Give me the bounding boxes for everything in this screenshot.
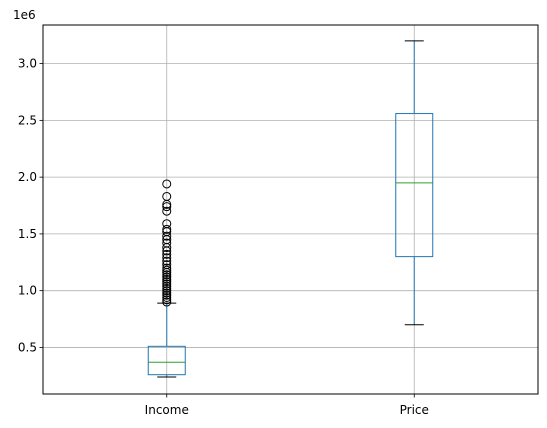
- outlier-point: [162, 224, 172, 234]
- outlier-point: [162, 292, 172, 302]
- box-iqr: [147, 345, 186, 376]
- box-layer: [147, 40, 434, 378]
- y-tick-label: 1.0: [18, 284, 37, 298]
- box-iqr: [395, 113, 434, 258]
- x-tick-label: Income: [145, 403, 189, 417]
- outlier-point: [162, 253, 172, 263]
- x-tick-label: Price: [400, 403, 429, 417]
- outlier-point: [162, 279, 172, 289]
- outlier-point: [162, 286, 172, 296]
- outlier-point: [162, 206, 172, 216]
- outlier-point: [162, 274, 172, 284]
- y-tick-label: 1.5: [18, 227, 37, 241]
- outlier-point: [162, 263, 172, 273]
- outlier-point: [162, 288, 172, 298]
- y-scale-label: 1e6: [13, 8, 36, 22]
- plot-frame: [42, 24, 539, 395]
- outlier-point: [162, 249, 172, 259]
- outlier-point: [162, 219, 172, 229]
- outlier-point: [162, 270, 172, 280]
- outlier-point: [162, 256, 172, 266]
- outlier-point: [162, 281, 172, 291]
- grid-layer: [43, 25, 538, 394]
- y-tick-label: 0.5: [18, 340, 37, 354]
- outlier-point: [162, 202, 172, 212]
- y-tick-label: 2.0: [18, 170, 37, 184]
- y-tick-label: 2.5: [18, 113, 37, 127]
- outlier-point: [162, 272, 172, 282]
- outlier-point: [162, 283, 172, 293]
- axis-layer: 0.5 1.0 1.5 2.0 2.5 3.0 Income Price: [18, 57, 429, 417]
- outlier-point: [162, 231, 172, 241]
- outlier-point: [162, 238, 172, 248]
- outlier-point: [162, 290, 172, 300]
- outlier-point: [162, 179, 172, 189]
- outlier-point: [162, 295, 172, 305]
- box-price: [395, 40, 434, 326]
- outlier-point: [162, 297, 172, 307]
- outlier-point: [162, 191, 172, 201]
- y-tick-label: 3.0: [18, 57, 37, 71]
- box-income: [147, 179, 186, 378]
- outlier-point: [162, 277, 172, 287]
- outlier-point: [162, 260, 172, 270]
- outlier-point: [162, 265, 172, 275]
